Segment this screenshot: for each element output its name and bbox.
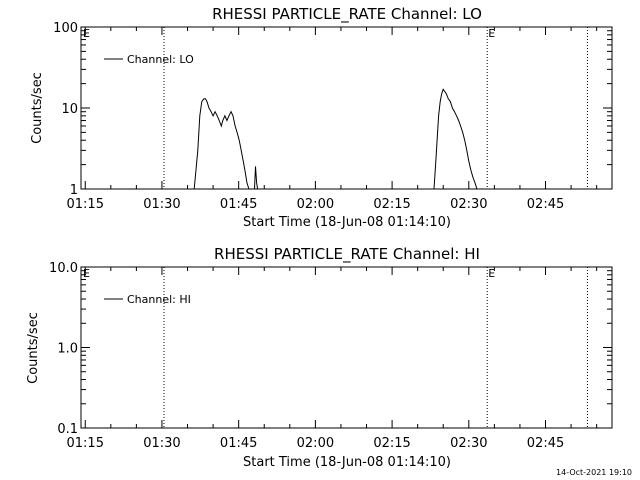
panel-hi-ylabel: Counts/sec [26, 312, 41, 384]
panel-hi-xlabel: Start Time (18-Jun-08 01:14:10) [243, 455, 451, 470]
y-tick-label: 100 [53, 21, 78, 36]
panel-lo-series [193, 88, 478, 190]
panel-hi-y-ticks: 0.1 1.0 10.0 [49, 261, 612, 437]
x-tick-label: 01:15 [67, 197, 104, 212]
y-tick-label: 10.0 [49, 261, 78, 276]
y-tick-label: 0.1 [57, 422, 78, 437]
series-line-segment [254, 166, 259, 190]
panel-lo-x-ticks: 01:15 01:30 01:45 02:00 02:15 02:30 02:45 [67, 27, 598, 212]
x-tick-label: 01:45 [220, 436, 257, 451]
panel-lo-ylabel: Counts/sec [30, 72, 45, 144]
panel-hi-plot-frame [80, 266, 613, 429]
event-vline-label: E [488, 27, 495, 40]
panel-lo-title: RHESSI PARTICLE_RATE Channel: LO [212, 5, 482, 24]
panel-lo-y-ticks: 1 10 100 [53, 21, 612, 198]
panel-hi-legend-label: Channel: HI [127, 293, 191, 306]
x-tick-label: 01:30 [143, 436, 180, 451]
panel-hi-title: RHESSI PARTICLE_RATE Channel: HI [214, 245, 480, 264]
x-tick-label: 02:15 [373, 197, 410, 212]
x-tick-label: 01:15 [67, 436, 104, 451]
footer-timestamp: 14-Oct-2021 19:10 [556, 468, 632, 477]
x-tick-label: 02:30 [450, 436, 487, 451]
x-tick-label: 02:45 [527, 197, 564, 212]
x-tick-label: 02:45 [527, 436, 564, 451]
panel-lo-xlabel: Start Time (18-Jun-08 01:14:10) [243, 215, 451, 230]
panel-lo-legend-label: Channel: LO [127, 53, 194, 66]
left-edge-marker: E [83, 267, 90, 280]
y-tick-label: 10 [61, 102, 78, 117]
panel-hi-vlines: EE [83, 267, 588, 428]
series-line-segment [193, 98, 250, 190]
panel-hi: RHESSI PARTICLE_RATE Channel: HI 0.1 1.0 1… [26, 245, 613, 470]
panel-hi-x-ticks: 01:15 01:30 01:45 02:00 02:15 02:30 02:45 [67, 267, 598, 451]
panel-lo-plot-frame [80, 26, 613, 190]
left-edge-marker: E [83, 27, 90, 40]
y-tick-label: 1 [70, 183, 78, 198]
series-line-segment [433, 88, 478, 190]
x-tick-label: 02:15 [373, 436, 410, 451]
x-tick-label: 02:00 [297, 197, 334, 212]
panel-lo-vlines: EE [83, 27, 588, 189]
y-tick-label: 1.0 [57, 342, 78, 357]
x-tick-label: 02:30 [450, 197, 487, 212]
event-vline-label: E [488, 267, 495, 280]
panel-lo: RHESSI PARTICLE_RATE Channel: LO 110100 … [30, 5, 613, 230]
x-tick-label: 01:30 [143, 197, 180, 212]
x-tick-label: 02:00 [297, 436, 334, 451]
x-tick-label: 01:45 [220, 197, 257, 212]
